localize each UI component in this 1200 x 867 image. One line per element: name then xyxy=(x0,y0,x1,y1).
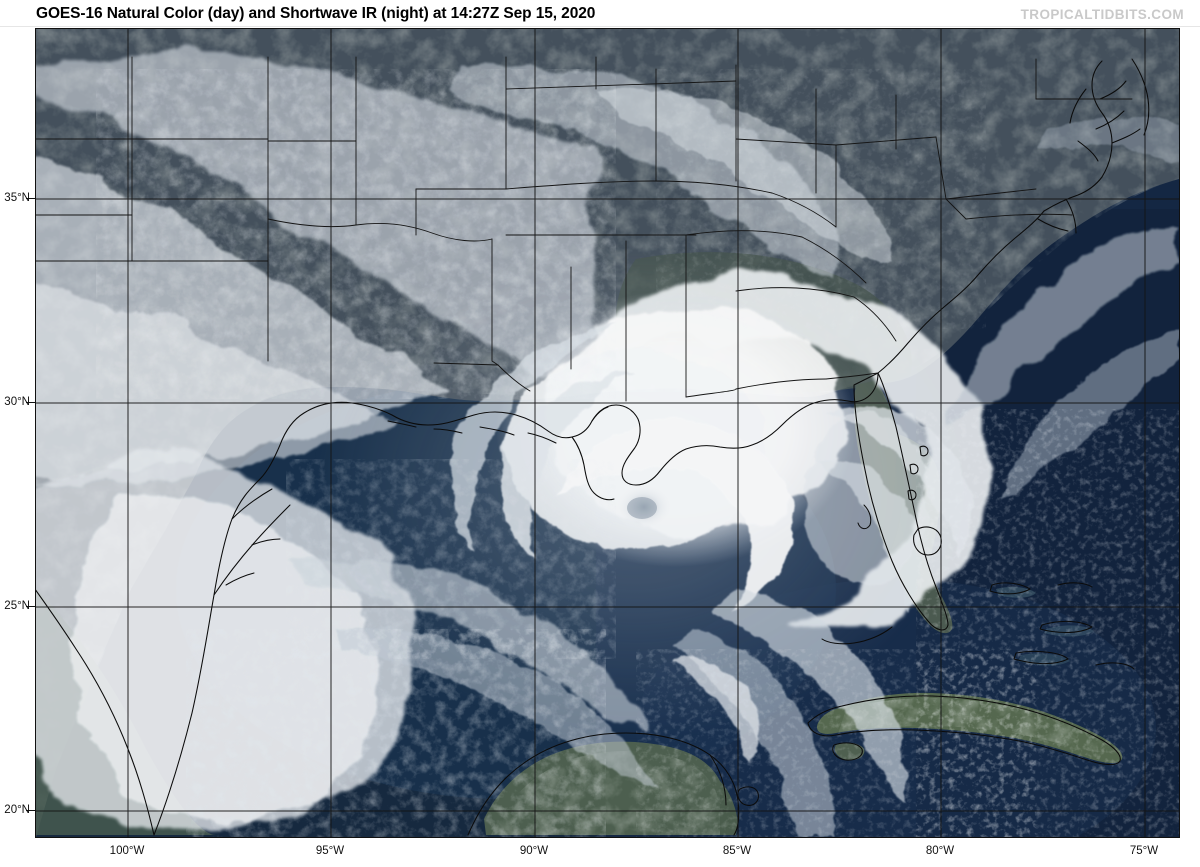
lon-tick-label: 75°W xyxy=(1129,845,1159,857)
lat-tick-mark xyxy=(26,810,35,811)
image-header: GOES-16 Natural Color (day) and Shortwav… xyxy=(0,0,1200,27)
lat-tick-label: 30°N xyxy=(4,396,30,408)
page-title: GOES-16 Natural Color (day) and Shortwav… xyxy=(36,5,596,22)
source-watermark: TROPICALTIDBITS.COM xyxy=(1020,7,1184,22)
lon-tick-label: 100°W xyxy=(109,845,145,857)
header-divider xyxy=(0,26,1200,27)
lat-tick-label: 35°N xyxy=(4,192,30,204)
lat-tick-mark xyxy=(26,198,35,199)
lat-tick-mark xyxy=(26,402,35,403)
lat-tick-mark xyxy=(26,606,35,607)
lon-tick-label: 90°W xyxy=(519,845,549,857)
lat-tick-label: 20°N xyxy=(4,804,30,816)
lon-tick-label: 85°W xyxy=(722,845,752,857)
satellite-map-panel xyxy=(35,28,1180,838)
lon-tick-label: 80°W xyxy=(925,845,955,857)
satellite-imagery xyxy=(36,29,1179,837)
lat-tick-label: 25°N xyxy=(4,600,30,612)
lon-tick-label: 95°W xyxy=(315,845,345,857)
map-gridlines xyxy=(36,29,1179,837)
